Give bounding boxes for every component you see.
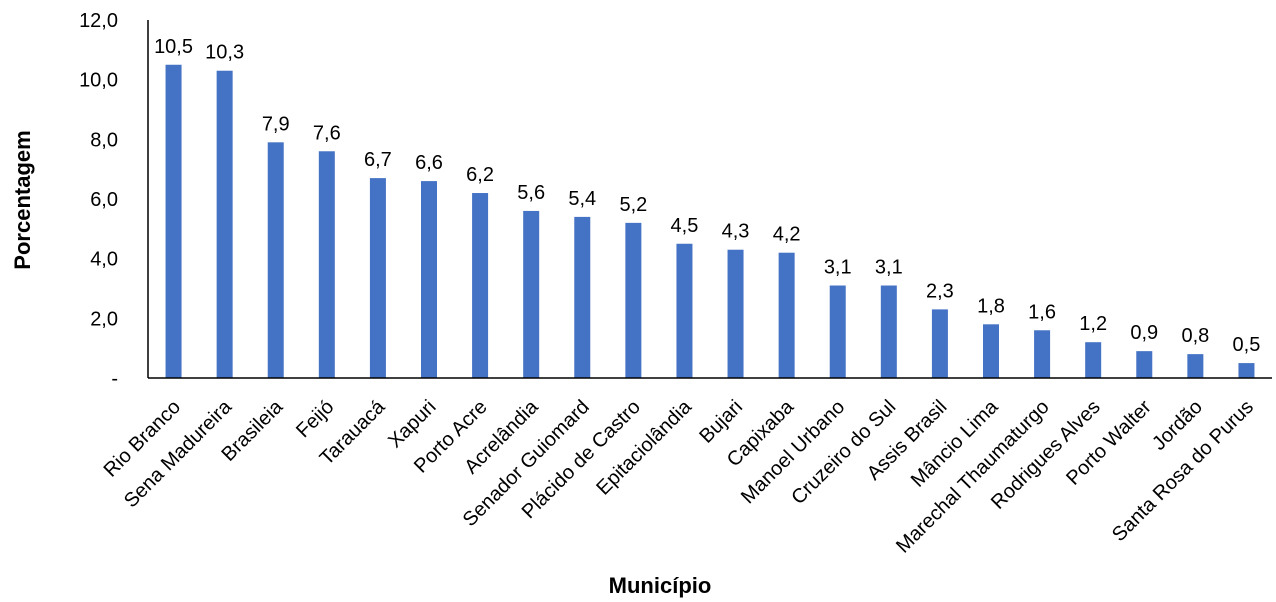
y-tick-label: 2,0: [90, 308, 118, 330]
data-label: 1,6: [1028, 301, 1056, 323]
bar: [267, 142, 284, 378]
x-axis-title: Município: [609, 573, 712, 598]
data-label: 6,7: [364, 149, 392, 171]
bar: [318, 151, 335, 378]
bar: [778, 252, 795, 378]
data-label: 0,5: [1233, 334, 1261, 356]
bar: [1136, 351, 1153, 378]
data-label: 0,8: [1181, 325, 1209, 347]
y-tick-label: 6,0: [90, 189, 118, 211]
bar: [829, 285, 846, 378]
data-label: 7,9: [262, 113, 290, 135]
bar: [421, 181, 437, 378]
y-axis-title: Porcentagem: [10, 130, 35, 269]
data-label: 3,1: [875, 257, 903, 279]
y-tick-label: 4,0: [90, 249, 118, 271]
bar: [523, 210, 540, 378]
y-axis-ticks: - 2,0 4,0 6,0 8,0 10,0 12,0: [79, 10, 118, 390]
bar: [165, 64, 182, 378]
y-tick-label: 12,0: [79, 10, 118, 32]
data-label: 2,3: [926, 280, 954, 302]
bar: [574, 216, 591, 378]
bar: [931, 309, 948, 378]
data-label: 10,3: [205, 42, 244, 64]
bar: [676, 243, 693, 378]
category-label: Feijó: [292, 396, 338, 442]
bar: [472, 193, 489, 378]
data-label: 3,1: [824, 257, 852, 279]
bar: [1187, 354, 1204, 378]
bar: [983, 324, 999, 378]
data-label: 1,8: [977, 295, 1005, 317]
bar: [625, 222, 642, 378]
bar: [880, 285, 897, 378]
bar: [727, 249, 744, 378]
data-label: 0,9: [1130, 322, 1158, 344]
data-label: 6,2: [466, 164, 494, 186]
data-label: 4,5: [671, 215, 699, 237]
data-label: 4,3: [722, 221, 750, 243]
data-label: 1,2: [1079, 313, 1107, 335]
data-label: 5,2: [619, 194, 647, 216]
data-label: 5,6: [517, 182, 545, 204]
data-label: 5,4: [568, 188, 596, 210]
data-label: 7,6: [313, 122, 341, 144]
y-tick-label: 10,0: [79, 70, 118, 92]
bar: [1238, 363, 1255, 378]
bar: [1085, 342, 1102, 378]
bar: [216, 70, 233, 378]
y-tick-label: 8,0: [90, 129, 118, 151]
data-label: 4,2: [773, 224, 801, 246]
y-tick-label: -: [111, 368, 118, 390]
data-labels: 10,5 10,3 7,9 7,6 6,7 6,6 6,2 5,6 5,4 5,2 4,5 4,3 4,…: [154, 36, 1260, 356]
bars: [165, 64, 1255, 378]
bar: [1034, 330, 1051, 378]
data-label: 10,5: [154, 36, 193, 58]
bar: [369, 178, 386, 378]
data-label: 6,6: [415, 152, 443, 174]
